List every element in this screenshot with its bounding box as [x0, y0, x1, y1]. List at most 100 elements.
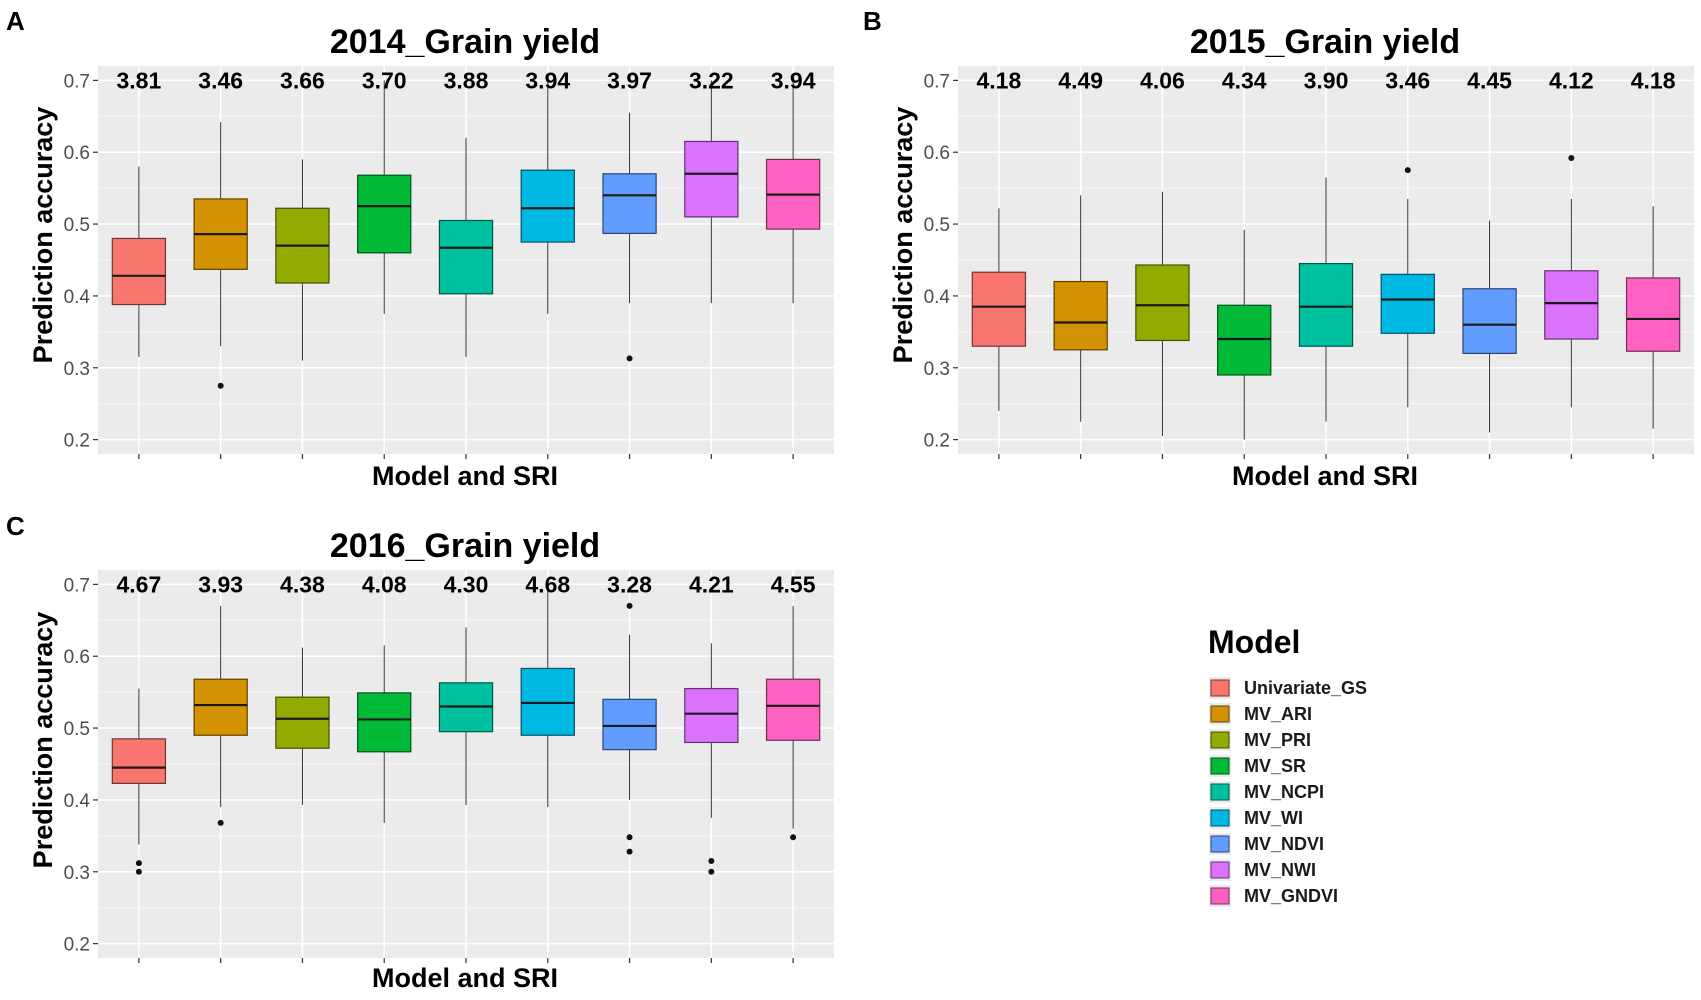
legend-swatch [1210, 861, 1230, 879]
annotation-label: 4.18 [1631, 67, 1676, 93]
legend-item: MV_PRI [1209, 729, 1311, 751]
annotation-label: 3.88 [444, 67, 489, 93]
annotation-label: 3.93 [198, 571, 243, 597]
annotation-label: 3.46 [198, 67, 243, 93]
legend-label: MV_GNDVI [1244, 886, 1338, 906]
box-mv-nwi [1544, 154, 1599, 408]
box-mv-wi [520, 584, 575, 808]
box-mv-ari [193, 605, 248, 826]
box-mv-ncpi [438, 627, 494, 805]
box-mv-wi [1380, 167, 1435, 408]
y-tick-label: 0.6 [64, 647, 90, 668]
x-axis-label-c: Model and SRI [372, 963, 558, 993]
y-tick-label: 0.3 [924, 359, 950, 380]
y-tick-label: 0.5 [64, 215, 90, 236]
x-axis-label-a: Model and SRI [372, 461, 558, 491]
box-mv-pri [275, 647, 330, 805]
legend-label: MV_NCPI [1244, 782, 1324, 802]
box-iqr [1298, 262, 1354, 347]
outlier-point [217, 382, 224, 389]
chart-title-a: 2014_Grain yield [330, 23, 600, 61]
annotation-label: 3.81 [117, 67, 162, 93]
outlier-point [626, 602, 633, 609]
legend-item: Univariate_GS [1209, 677, 1367, 699]
legend-item: MV_GNDVI [1209, 885, 1338, 907]
box-mv-ndvi [1462, 220, 1517, 433]
box-mv-ncpi [1298, 177, 1354, 422]
legend-label: MV_NDVI [1244, 834, 1324, 854]
box-mv-pri [275, 159, 330, 361]
box-iqr [520, 169, 575, 243]
legend-label: MV_WI [1244, 808, 1303, 828]
annotation-label: 4.68 [525, 571, 570, 597]
legend-swatch [1210, 835, 1230, 853]
annotation-label: 3.22 [689, 67, 734, 93]
outlier-point [626, 355, 633, 362]
legend-item: MV_SR [1209, 755, 1306, 777]
box-iqr [602, 173, 657, 235]
box-iqr [357, 174, 412, 254]
outlier-point [790, 834, 797, 841]
annotation-label: 4.67 [117, 571, 162, 597]
annotation-label: 4.08 [362, 571, 407, 597]
annotation-label: 4.55 [771, 571, 816, 597]
box-mv-ndvi [602, 112, 657, 362]
outlier-point [1568, 154, 1575, 161]
y-tick-label: 0.7 [924, 71, 950, 92]
outlier-point [1404, 167, 1411, 174]
y-axis-label-b: Prediction accuracy [888, 107, 918, 364]
panel-letter-b: B [863, 6, 882, 36]
legend-item: MV_NWI [1209, 859, 1316, 881]
legend-label: MV_ARI [1244, 704, 1312, 724]
box-iqr [1380, 273, 1435, 334]
annotation-label: 4.38 [280, 571, 325, 597]
box-mv-gndvi [1625, 206, 1681, 429]
legend-swatch [1210, 887, 1230, 905]
legend-item: MV_ARI [1209, 703, 1312, 725]
x-axis-label-b: Model and SRI [1232, 461, 1418, 491]
box-iqr [1462, 288, 1517, 355]
panel-b: B 2015_Grain yield Prediction accuracy M… [863, 6, 1694, 491]
y-tick-label: 0.2 [924, 431, 950, 452]
box-iqr [1053, 280, 1108, 351]
box-mv-pri [1135, 191, 1190, 437]
chart-title-b: 2015_Grain yield [1190, 23, 1460, 61]
box-iqr [684, 687, 739, 744]
legend-label: MV_SR [1244, 756, 1306, 776]
annotation-label: 4.06 [1140, 67, 1185, 93]
box-univariate-gs [111, 166, 167, 357]
box-mv-ari [193, 122, 248, 389]
box-iqr [275, 696, 330, 749]
panel-letter-a: A [6, 6, 25, 36]
outlier-point [708, 858, 715, 864]
y-axis-label-a: Prediction accuracy [28, 107, 58, 364]
box-iqr [1544, 270, 1599, 340]
outlier-point [626, 848, 633, 855]
legend-label: MV_PRI [1244, 730, 1311, 750]
legend-label: Univariate_GS [1244, 678, 1367, 698]
legend-item: MV_WI [1209, 807, 1303, 829]
annotation-label: 4.30 [444, 571, 489, 597]
y-tick-label: 0.5 [924, 215, 950, 236]
y-tick-label: 0.3 [64, 359, 90, 380]
y-tick-label: 0.2 [64, 431, 90, 452]
legend-swatch [1210, 783, 1230, 801]
panel-c: C 2016_Grain yield Prediction accuracy M… [6, 511, 834, 993]
box-iqr [438, 219, 494, 295]
legend-item: MV_NCPI [1209, 781, 1324, 803]
annotation-label: 3.46 [1385, 67, 1430, 93]
y-tick-label: 0.6 [64, 143, 90, 164]
box-mv-sr [1217, 229, 1272, 440]
y-tick-label: 0.2 [64, 935, 90, 956]
annotation-label: 4.45 [1467, 67, 1512, 93]
chart-title-c: 2016_Grain yield [330, 527, 600, 565]
annotation-label: 4.12 [1549, 67, 1594, 93]
box-mv-nwi [684, 80, 739, 304]
legend-swatch [1210, 731, 1230, 749]
box-mv-ndvi [602, 602, 657, 855]
box-iqr [1135, 264, 1190, 342]
outlier-point [708, 868, 715, 875]
annotation-label: 3.28 [607, 571, 652, 597]
box-mv-nwi [684, 643, 739, 875]
